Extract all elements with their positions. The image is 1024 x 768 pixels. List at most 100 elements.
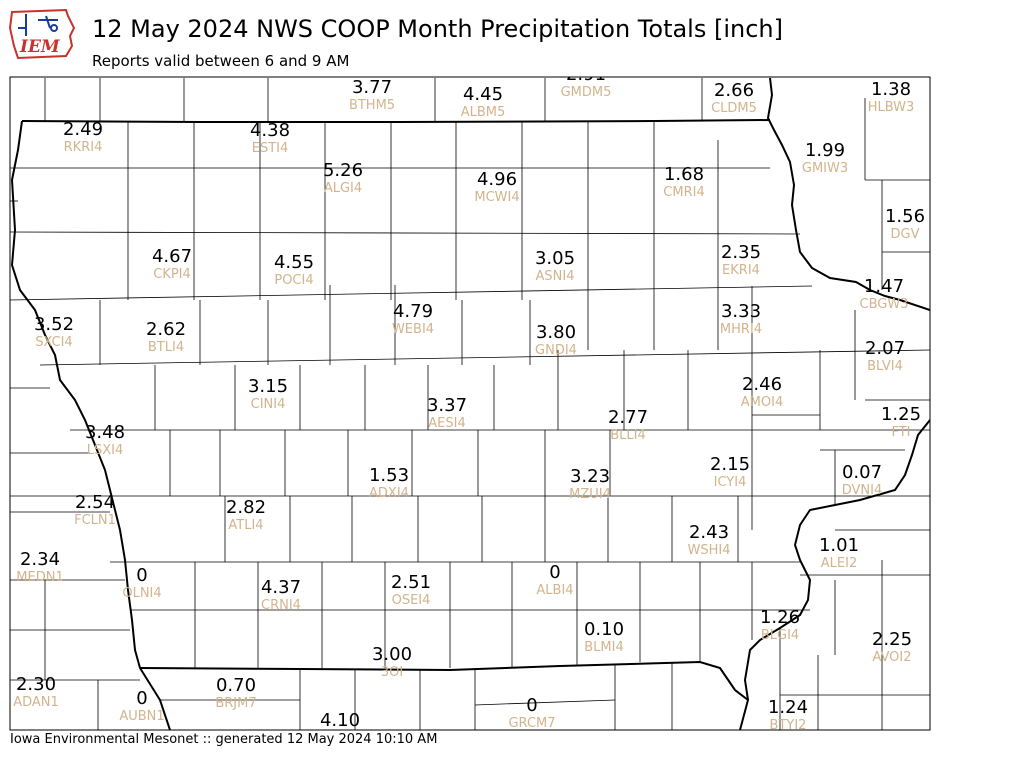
station-value: 1.68 [664, 164, 704, 185]
station-value: 1.99 [805, 140, 845, 161]
station-id: MHRI4 [720, 322, 762, 337]
station-id: DGV [891, 227, 920, 242]
station-value: 1.01 [819, 535, 859, 556]
station-id: BTYI2 [770, 718, 807, 733]
station-id: BLGI4 [761, 628, 799, 643]
station-id: ATLI4 [228, 518, 263, 533]
station-id: POCI4 [274, 273, 313, 288]
station-id: MEDN1 [16, 570, 63, 585]
station-value: 1.25 [881, 404, 921, 425]
station-value: 3.80 [536, 322, 576, 343]
station-id: GMIW3 [802, 161, 848, 176]
station-value: 2.25 [872, 629, 912, 650]
station-value: 1.47 [864, 276, 904, 297]
station-id: RKRI4 [64, 140, 103, 155]
station-id: OLNI4 [122, 586, 161, 601]
station-id: HLBW3 [868, 100, 915, 115]
iem-logo: IEM [8, 6, 78, 62]
station-value: 4.96 [477, 169, 517, 190]
station-value: 1.53 [369, 465, 409, 486]
station-value: 4.45 [463, 84, 503, 105]
station-value: 4.37 [261, 577, 301, 598]
footer-credit: Iowa Environmental Mesonet :: generated … [10, 732, 438, 747]
page-title: 12 May 2024 NWS COOP Month Precipitation… [92, 15, 783, 43]
station-id: ALBM5 [461, 105, 506, 120]
station-value: 3.15 [248, 376, 288, 397]
station-value: 4.38 [250, 120, 290, 141]
station-value: 2.34 [20, 549, 60, 570]
station-value: 3.48 [85, 422, 125, 443]
station-value: 0.10 [584, 619, 624, 640]
station-value: 1.24 [768, 697, 808, 718]
station-id: GRCM7 [508, 716, 555, 731]
station-value: 2.07 [865, 338, 905, 359]
station-value: 0 [526, 695, 537, 716]
station-id: BRJM7 [215, 696, 256, 711]
station-value: 1.56 [885, 206, 925, 227]
station-id: 3OI [381, 665, 403, 680]
station-value: 2.46 [742, 374, 782, 395]
station-id: GMDM5 [561, 85, 612, 100]
station-marker: 4.10 [320, 710, 360, 731]
station-id: BLMI4 [584, 640, 623, 655]
station-id: CRNI4 [261, 598, 301, 613]
logo-text: IEM [19, 37, 61, 57]
station-id: WEBI4 [392, 322, 434, 337]
station-id: FCLN1 [74, 513, 116, 528]
station-id: CBGW3 [860, 297, 909, 312]
station-id: CLDM5 [711, 101, 757, 116]
station-value: 2.15 [710, 454, 750, 475]
station-value: 3.05 [535, 248, 575, 269]
station-value: 4.67 [152, 246, 192, 267]
station-id: SXCI4 [35, 335, 72, 350]
station-id: CMRI4 [663, 185, 704, 200]
iowa-missouri-border [139, 660, 749, 701]
station-value: 0 [136, 565, 147, 586]
mississippi-river-border [766, 77, 930, 311]
station-id: BLVI4 [867, 359, 903, 374]
station-id: DVNI4 [842, 483, 883, 498]
station-id: BTLI4 [148, 340, 184, 355]
station-value: 3.37 [427, 395, 467, 416]
station-value: 3.33 [721, 301, 761, 322]
station-id: ESTI4 [252, 141, 289, 156]
station-value: 3.23 [570, 466, 610, 487]
station-value: 4.10 [320, 710, 360, 731]
station-id: BLLI4 [610, 428, 646, 443]
station-value: 3.52 [34, 314, 74, 335]
station-value: 4.79 [393, 301, 433, 322]
station-id: BTHM5 [349, 98, 395, 113]
station-value: 5.26 [323, 160, 363, 181]
station-value: 2.54 [75, 492, 115, 513]
station-value: 4.55 [274, 252, 314, 273]
station-id: WSHI4 [688, 543, 731, 558]
map-frame [9, 76, 931, 731]
station-id: ADAN1 [13, 695, 59, 710]
